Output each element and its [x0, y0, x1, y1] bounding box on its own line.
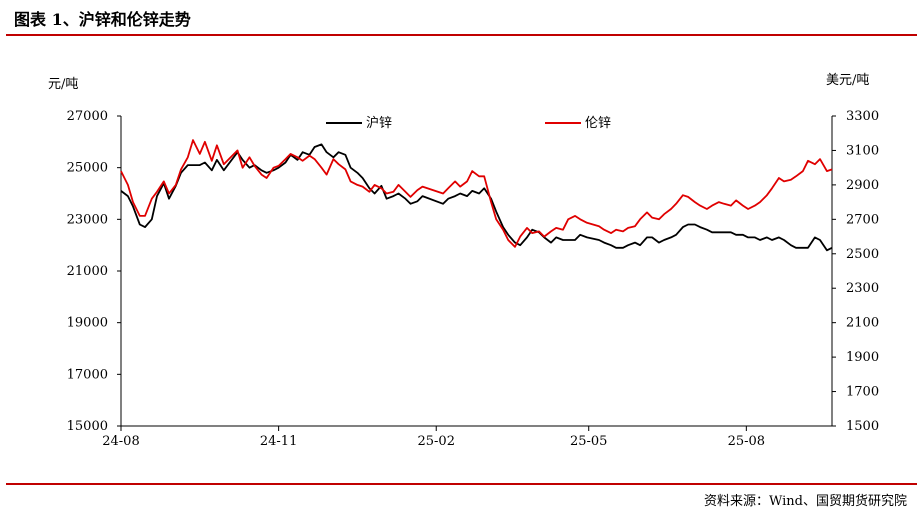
y-left-tick-label: 15000 [67, 419, 108, 434]
legend: 沪锌 伦锌 [326, 115, 611, 131]
x-tick-label: 24-08 [102, 434, 139, 449]
y-right-tick-label: 1500 [846, 419, 879, 434]
y-right-unit-label: 美元/吨 [826, 73, 869, 88]
y-right-tick-label: 3100 [846, 143, 879, 158]
legend-label: 伦锌 [585, 116, 611, 131]
y-left-tick-label: 21000 [67, 264, 108, 279]
bottom-rule [6, 483, 917, 485]
y-right-tick-label: 1900 [846, 350, 879, 365]
y-right-tick-label: 2700 [846, 212, 879, 227]
y-left-tick-label: 27000 [67, 109, 108, 124]
x-tick-label: 25-05 [570, 434, 607, 449]
x-tick-label: 25-02 [417, 434, 454, 449]
y-left-tick-label: 23000 [67, 212, 108, 227]
y-left-tick-label: 25000 [67, 161, 108, 176]
y-left-tick-label: 17000 [67, 367, 108, 382]
y-right-tick-label: 3300 [846, 109, 879, 124]
tick-labels: 27000 25000 23000 21000 19000 17000 15000 3300 3… [67, 109, 879, 449]
legend-label: 沪锌 [366, 115, 392, 131]
axes [117, 115, 836, 431]
chart-title: 图表 1、沪锌和伦锌走势 [14, 10, 191, 29]
x-tick-label: 24-11 [260, 434, 297, 449]
y-right-tick-label: 2900 [846, 178, 879, 193]
series-line-lme-zinc [120, 139, 833, 248]
y-left-unit-label: 元/吨 [48, 77, 78, 92]
zinc-price-chart: 元/吨 美元/吨 27000 25000 23000 21000 19000 17000 1… [48, 73, 879, 449]
y-right-tick-label: 2100 [846, 316, 879, 331]
series-lines [120, 139, 833, 252]
series-line-shfe-zinc [120, 143, 833, 252]
y-right-tick-label: 2500 [846, 247, 879, 262]
x-tick-label: 25-08 [728, 434, 765, 449]
y-right-tick-label: 2300 [846, 281, 879, 296]
source-note: 资料来源：Wind、国贸期货研究院 [704, 494, 907, 509]
y-right-tick-label: 1700 [846, 385, 879, 400]
top-rule [6, 34, 917, 36]
y-left-tick-label: 19000 [67, 316, 108, 331]
